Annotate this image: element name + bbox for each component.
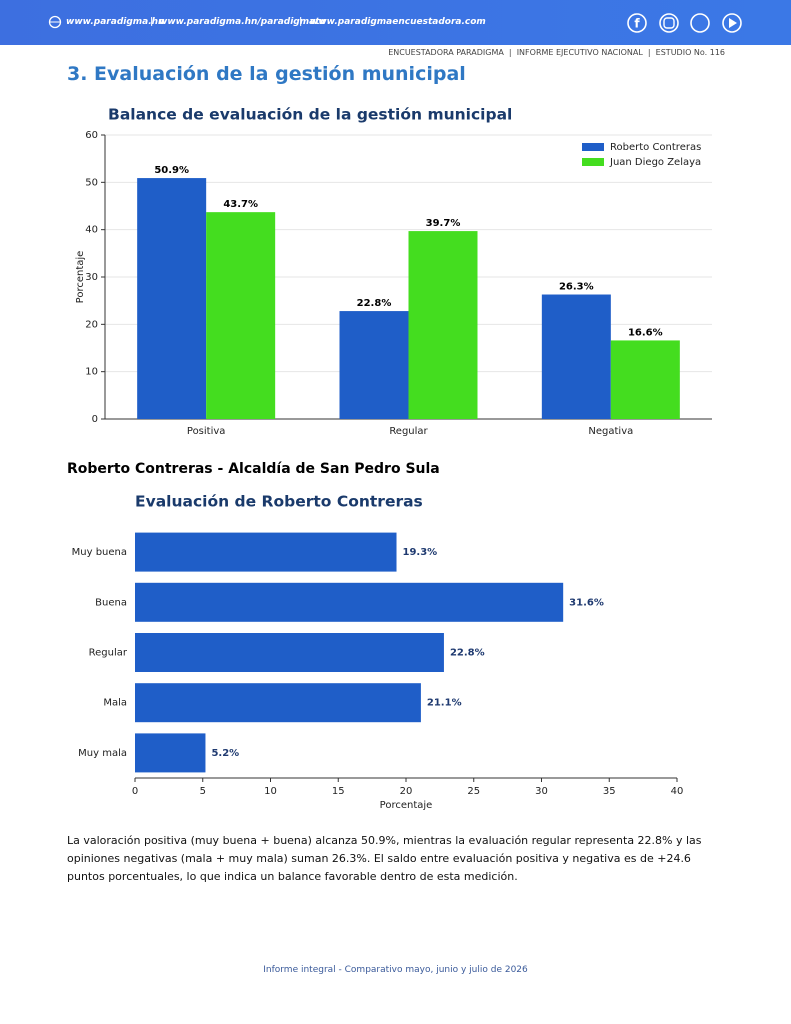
chart-title: Evaluación de Roberto Contreras [135, 493, 423, 511]
bar [339, 311, 409, 419]
globe-icon [48, 15, 62, 29]
bar [408, 231, 478, 419]
value-label: 43.7% [223, 199, 258, 210]
legend-swatch [582, 158, 604, 166]
paragraph: La valoración positiva (muy buena + buen… [67, 834, 702, 883]
x-tick-label: 5 [200, 786, 206, 797]
header-link[interactable]: www.paradigma.hn/paradigmatv [159, 17, 326, 27]
legend-swatch [582, 143, 604, 151]
value-label: 19.3% [403, 547, 438, 558]
y-tick-label: 30 [85, 272, 98, 283]
x-tick-label: 15 [332, 786, 345, 797]
y-tick-label: 60 [85, 130, 98, 141]
value-label: 39.7% [426, 218, 461, 229]
section-title: 3. Evaluación de la gestión municipal [67, 63, 466, 85]
bar [135, 733, 206, 773]
y-axis-label: Porcentaje [75, 251, 86, 304]
bar [541, 294, 611, 419]
bar [135, 633, 444, 672]
x-tick-label: Negativa [588, 426, 633, 437]
x-tick-label: Positiva [187, 426, 226, 437]
x-tick-label: Regular [389, 426, 428, 437]
header-link[interactable]: www.paradigmaencuestadora.com [310, 17, 486, 27]
value-label: 22.8% [357, 298, 392, 309]
value-label: 16.6% [628, 327, 663, 338]
y-tick-label: Regular [89, 648, 128, 659]
y-tick-label: Muy buena [72, 547, 127, 558]
value-label: 5.2% [211, 748, 239, 759]
bar [206, 212, 276, 419]
y-tick-label: 40 [85, 225, 98, 236]
y-tick-label: Buena [95, 597, 127, 608]
footer: Informe integral - Comparativo mayo, jun… [263, 965, 528, 975]
chart-title: Balance de evaluación de la gestión muni… [108, 106, 512, 124]
subsection-title: Roberto Contreras - Alcaldía de San Pedr… [67, 461, 440, 477]
value-label: 22.8% [450, 648, 485, 659]
x-axis-label: Porcentaje [380, 800, 433, 811]
bar [135, 532, 397, 572]
header-link[interactable]: www.paradigma.hn [66, 17, 165, 27]
report-line: ENCUESTADORA PARADIGMA | INFORME EJECUTI… [388, 48, 725, 57]
y-tick-label: 0 [92, 414, 98, 425]
bar [135, 582, 564, 622]
y-tick-label: 10 [85, 367, 98, 378]
y-tick-label: 50 [85, 177, 98, 188]
y-tick-label: Muy mala [78, 748, 127, 759]
x-tick-label: 20 [400, 786, 413, 797]
x-tick-label: 10 [264, 786, 277, 797]
bar [137, 178, 207, 419]
bar [135, 683, 421, 723]
header-bar: www.paradigma.hn | www.paradigma.hn/para… [0, 0, 791, 45]
value-label: 21.1% [427, 698, 462, 709]
x-tick-label: 25 [467, 786, 480, 797]
svg-text:f: f [634, 17, 640, 31]
social-icons[interactable]: f [626, 12, 746, 34]
bar [610, 340, 680, 419]
x-tick-label: 0 [132, 786, 138, 797]
legend-label: Roberto Contreras [610, 142, 701, 153]
x-tick-label: 30 [535, 786, 548, 797]
value-label: 50.9% [154, 165, 189, 176]
value-label: 26.3% [559, 282, 594, 293]
y-tick-label: 20 [85, 319, 98, 330]
y-tick-label: Mala [103, 698, 127, 709]
x-tick-label: 40 [671, 786, 684, 797]
legend-label: Juan Diego Zelaya [609, 157, 701, 168]
x-tick-label: 35 [603, 786, 616, 797]
value-label: 31.6% [569, 597, 604, 608]
